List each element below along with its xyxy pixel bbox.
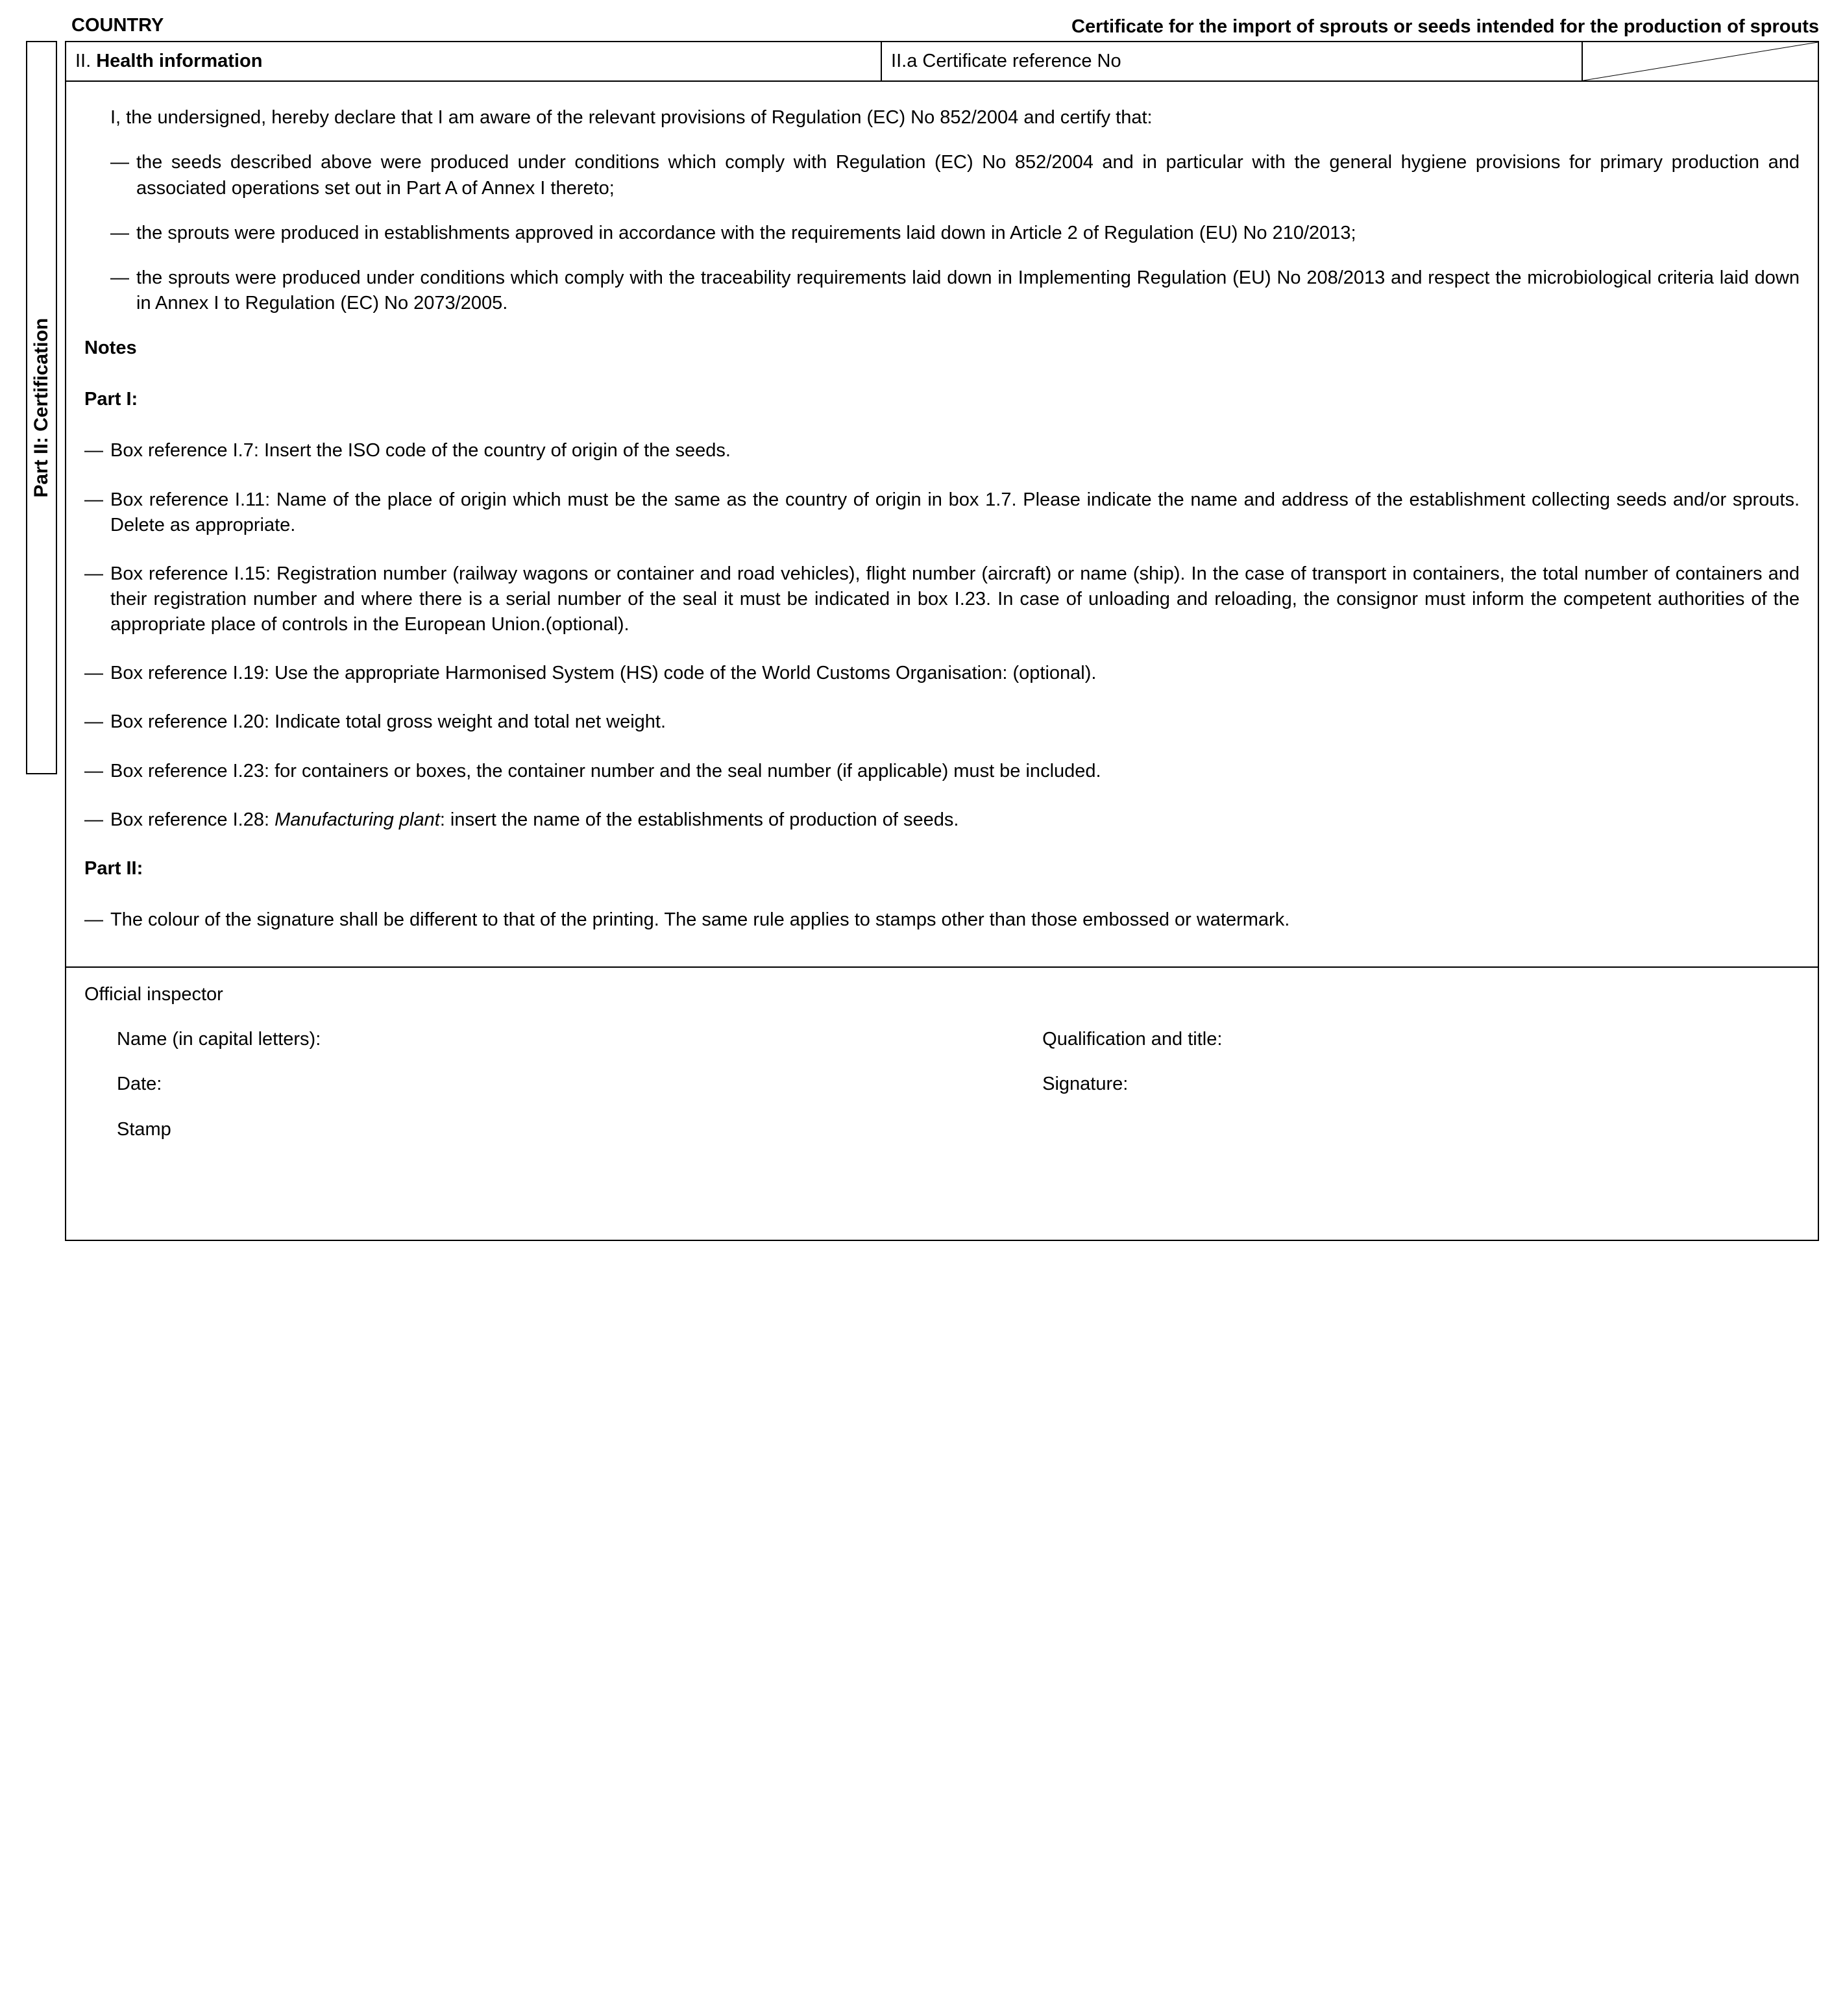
note-text: Box reference I.11: Name of the place of… — [110, 487, 1800, 538]
dash-icon: — — [110, 265, 136, 316]
inspector-date-label: Date: — [117, 1072, 1042, 1097]
dash-icon: — — [84, 907, 110, 933]
inspector-row: Name (in capital letters): Qualification… — [117, 1027, 1800, 1052]
note-text: The colour of the signature shall be dif… — [110, 907, 1800, 933]
bullet-text: the sprouts were produced under conditio… — [136, 265, 1800, 316]
inspector-qualification-label: Qualification and title: — [1042, 1027, 1800, 1052]
inspector-signature-label: Signature: — [1042, 1072, 1800, 1097]
content-body: I, the undersigned, hereby declare that … — [66, 82, 1818, 966]
note-text: Box reference I.15: Registration number … — [110, 561, 1800, 637]
declaration-bullet: — the seeds described above were produce… — [110, 150, 1800, 201]
side-tab-label: Part II: Certification — [29, 318, 55, 498]
notes-heading: Notes — [84, 336, 1800, 361]
inspector-name-label: Name (in capital letters): — [117, 1027, 1042, 1052]
dash-icon: — — [84, 561, 110, 637]
i28-suffix: : insert the name of the establishments … — [440, 809, 959, 830]
cert-ref-label: II.a Certificate reference No — [891, 51, 1121, 71]
note-item: — Box reference I.23: for containers or … — [84, 759, 1800, 784]
declaration-bullet: — the sprouts were produced under condit… — [110, 265, 1800, 316]
dash-icon: — — [84, 807, 110, 833]
inspector-empty — [1042, 1117, 1800, 1142]
side-tab: Part II: Certification — [26, 41, 57, 774]
dash-icon: — — [110, 150, 136, 201]
health-info-cell: II. Health information — [66, 42, 881, 80]
dash-icon: — — [84, 709, 110, 735]
certificate-title: Certificate for the import of sprouts or… — [1071, 14, 1819, 40]
dash-icon: — — [84, 661, 110, 686]
section-header-row: II. Health information II.a Certificate … — [66, 42, 1818, 82]
cert-ref-cell: II.a Certificate reference No — [881, 42, 1582, 80]
note-item: — Box reference I.28: Manufacturing plan… — [84, 807, 1800, 833]
note-item: — Box reference I.7: Insert the ISO code… — [84, 438, 1800, 463]
page-header: COUNTRY Certificate for the import of sp… — [71, 13, 1819, 40]
health-info-label: Health information — [96, 51, 262, 71]
note-item: — Box reference I.15: Registration numbe… — [84, 561, 1800, 637]
note-text: Box reference I.7: Insert the ISO code o… — [110, 438, 1800, 463]
bullet-text: the seeds described above were produced … — [136, 150, 1800, 201]
main-box: II. Health information II.a Certificate … — [65, 41, 1819, 1241]
bullet-text: the sprouts were produced in establishme… — [136, 221, 1800, 246]
note-item: — Box reference I.20: Indicate total gro… — [84, 709, 1800, 735]
note-item: — The colour of the signature shall be d… — [84, 907, 1800, 933]
note-text: Box reference I.23: for containers or bo… — [110, 759, 1800, 784]
dash-icon: — — [84, 438, 110, 463]
inspector-row: Stamp — [117, 1117, 1800, 1142]
declaration-intro: I, the undersigned, hereby declare that … — [110, 105, 1800, 130]
inspector-stamp-label: Stamp — [117, 1117, 1042, 1142]
dash-icon: — — [84, 487, 110, 538]
note-item: — Box reference I.11: Name of the place … — [84, 487, 1800, 538]
inspector-row: Date: Signature: — [117, 1072, 1800, 1097]
dash-icon: — — [110, 221, 136, 246]
i28-italic: Manufacturing plant — [275, 809, 440, 830]
cert-ref-value-cell — [1582, 42, 1818, 80]
inspector-section: Official inspector Name (in capital lett… — [66, 966, 1818, 1240]
i28-prefix: Box reference I.28: — [110, 809, 275, 830]
declaration-bullet: — the sprouts were produced in establish… — [110, 221, 1800, 246]
part2-heading: Part II: — [84, 856, 1800, 881]
note-item: — Box reference I.19: Use the appropriat… — [84, 661, 1800, 686]
inspector-title: Official inspector — [84, 982, 1800, 1007]
dash-icon: — — [84, 759, 110, 784]
health-info-num: II. — [75, 51, 91, 71]
country-label: COUNTRY — [71, 13, 164, 40]
note-text-i28: Box reference I.28: Manufacturing plant:… — [110, 807, 1800, 833]
note-text: Box reference I.19: Use the appropriate … — [110, 661, 1800, 686]
diagonal-line-icon — [1583, 42, 1818, 80]
note-text: Box reference I.20: Indicate total gross… — [110, 709, 1800, 735]
main-wrapper: Part II: Certification II. Health inform… — [26, 41, 1819, 1241]
part1-heading: Part I: — [84, 387, 1800, 412]
